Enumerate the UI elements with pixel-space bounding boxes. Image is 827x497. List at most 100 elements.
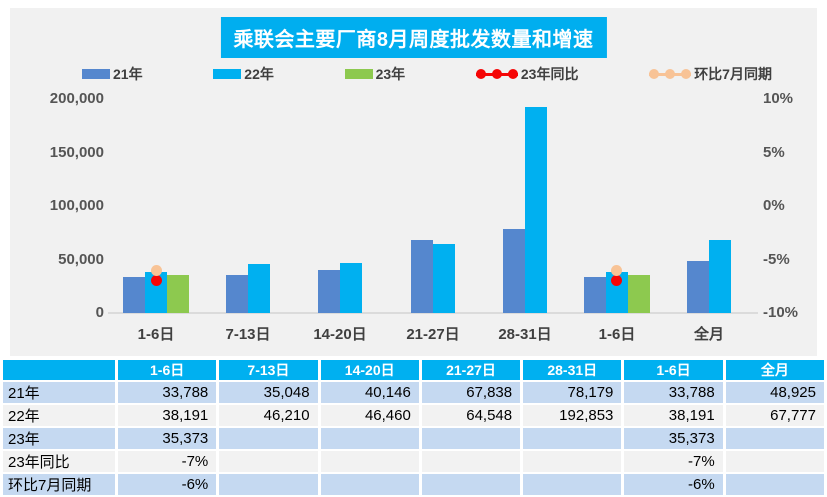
legend-item: 21年 (82, 64, 143, 84)
x-axis-tick-label: 7-13日 (225, 326, 271, 343)
point-marker (151, 275, 162, 286)
table-cell (219, 474, 318, 495)
y-axis-tick-label: 0% (763, 197, 785, 214)
table-cell (320, 474, 419, 495)
table-column-header: 1-6日 (118, 360, 217, 380)
bar (584, 277, 606, 313)
table-row-label: 21年 (3, 382, 115, 403)
bar (709, 240, 731, 313)
table-cell (725, 451, 824, 472)
table-column-header (3, 360, 115, 380)
table-cell (320, 428, 419, 449)
table-cell (320, 451, 419, 472)
table-column-header: 21-27日 (421, 360, 521, 380)
table-cell: -6% (624, 474, 723, 495)
y-axis-tick-label: 10% (763, 90, 794, 107)
table-cell: 67,777 (725, 405, 824, 426)
x-axis-tick-label: 28-31日 (498, 326, 552, 343)
table-cell: 67,838 (421, 382, 521, 403)
legend-item: 环比7月同期 (649, 64, 772, 84)
bar (503, 229, 525, 313)
table-cell: -7% (624, 451, 723, 472)
bar (248, 264, 270, 313)
bar (318, 270, 340, 313)
x-axis-tick-label: 全月 (693, 326, 724, 343)
legend-item: 22年 (213, 64, 274, 84)
x-axis-line (108, 312, 758, 314)
x-axis-tick-label: 1-6日 (598, 326, 636, 343)
table-cell: 48,925 (725, 382, 824, 403)
bar (167, 275, 189, 313)
y-axis-tick-label: 100,000 (49, 197, 104, 214)
table-row-label: 23年 (3, 428, 115, 449)
table-column-header: 全月 (725, 360, 824, 380)
legend-item: 23年 (344, 64, 406, 84)
x-axis-tick-label: 21-27日 (406, 326, 460, 343)
table-row: 23年同比 -7% -7% (3, 451, 824, 472)
table-body: 21年 33,788 35,048 40,146 67,838 78,179 33,788 4… (3, 382, 824, 495)
table-cell: 35,373 (118, 428, 217, 449)
table-cell: 35,048 (219, 382, 318, 403)
legend-item: 23年同比 (475, 64, 579, 84)
table-row: 23年 35,373 35,373 (3, 428, 824, 449)
bar (628, 275, 650, 313)
bar (525, 107, 547, 313)
y-axis-tick-label: 200,000 (49, 90, 104, 107)
legend-label: 23年 (375, 66, 406, 82)
y-axis-tick-label: -10% (763, 304, 799, 321)
legend-dots-icon (649, 69, 692, 79)
table-cell (421, 428, 521, 449)
table-cell: 35,373 (624, 428, 723, 449)
table-cell: 33,788 (118, 382, 217, 403)
table-column-header: 14-20日 (320, 360, 419, 380)
y-axis-tick-label: 0 (95, 304, 104, 321)
legend-swatch-icon (82, 69, 110, 79)
legend-label: 23年同比 (520, 66, 579, 82)
table-header: 1-6日 7-13日 14-20日 21-27日 28-31日 1-6日 全月 (3, 360, 824, 380)
bar (411, 240, 433, 313)
table-cell: 46,210 (219, 405, 318, 426)
y-axis-tick-label: 150,000 (49, 144, 104, 161)
chart-legend: 21年 22年 23年 23年同比 环比7月同期 (82, 64, 772, 84)
data-table: 1-6日 7-13日 14-20日 21-27日 28-31日 1-6日 全月 21年 33,… (0, 358, 827, 497)
table-row: 22年 38,191 46,210 46,460 64,548 192,853 38,191… (3, 405, 824, 426)
table-cell: -7% (118, 451, 217, 472)
point-marker (611, 265, 622, 276)
bar (123, 277, 145, 313)
table-cell: 46,460 (320, 405, 419, 426)
table-cell: 40,146 (320, 382, 419, 403)
bar (340, 263, 362, 313)
y-axis-tick-label: -5% (763, 251, 790, 268)
table-cell: -6% (118, 474, 217, 495)
x-axis-tick-label: 14-20日 (313, 326, 367, 343)
table-cell: 192,853 (523, 405, 622, 426)
table-cell (725, 428, 824, 449)
table-cell (523, 451, 622, 472)
bar (226, 275, 248, 313)
table-row-label: 环比7月同期 (3, 474, 115, 495)
table-row-label: 22年 (3, 405, 115, 426)
legend-swatch-icon (344, 69, 373, 79)
table-cell: 78,179 (523, 382, 622, 403)
y-axis-tick-label: 50,000 (58, 251, 104, 268)
table-cell (421, 474, 521, 495)
table-cell (523, 474, 622, 495)
legend-dots-icon (475, 69, 518, 79)
legend-swatch-icon (213, 69, 242, 79)
legend-label: 21年 (113, 66, 143, 82)
table-column-header: 28-31日 (523, 360, 622, 380)
legend-label: 22年 (244, 66, 274, 82)
table-cell: 33,788 (624, 382, 723, 403)
x-axis-tick-label: 1-6日 (137, 326, 175, 343)
table-row: 21年 33,788 35,048 40,146 67,838 78,179 33,788 4… (3, 382, 824, 403)
table-row: 环比7月同期 -6% -6% (3, 474, 824, 495)
y-axis-tick-label: 5% (763, 144, 785, 161)
table-column-header: 1-6日 (624, 360, 723, 380)
point-marker (151, 265, 162, 276)
legend-label: 环比7月同期 (694, 66, 772, 82)
table-cell: 38,191 (118, 405, 217, 426)
table-cell: 64,548 (421, 405, 521, 426)
chart-title: 乘联会主要厂商8月周度批发数量和增速 (220, 17, 607, 58)
table-cell (219, 428, 318, 449)
